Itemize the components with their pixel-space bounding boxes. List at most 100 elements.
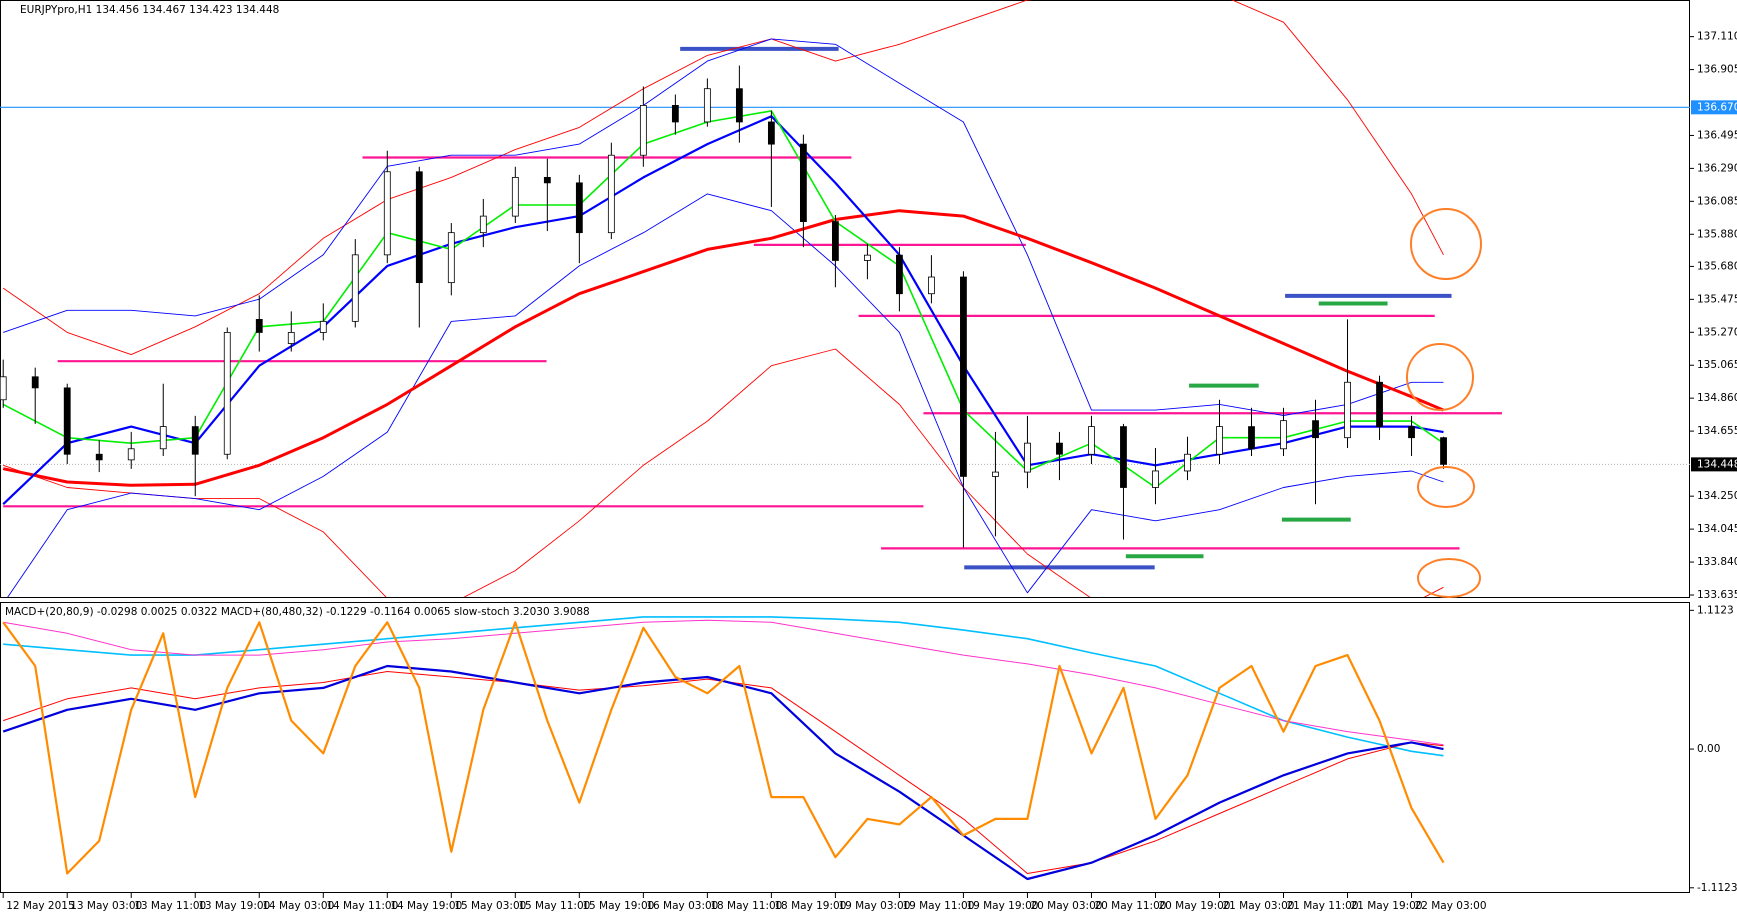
candle-body bbox=[767, 121, 775, 145]
y-tick-label: 135.065 bbox=[1697, 359, 1737, 371]
y-tick-label: 136.495 bbox=[1697, 129, 1737, 141]
x-tick-label: 14 May 11:00 bbox=[326, 900, 398, 912]
candle-body bbox=[0, 376, 7, 401]
x-tick-label: 19 May 03:00 bbox=[838, 900, 910, 912]
indicator-title: MACD+(20,80,9) -0.0298 0.0025 0.0322 MAC… bbox=[5, 606, 590, 618]
x-tick-label: 14 May 03:00 bbox=[262, 900, 334, 912]
y-tick-label: 136.085 bbox=[1697, 195, 1737, 207]
candle-body bbox=[1312, 420, 1319, 439]
x-tick-label: 19 May 11:00 bbox=[902, 900, 974, 912]
x-tick-label: 21 May 03:00 bbox=[1222, 900, 1294, 912]
candle-body bbox=[575, 182, 583, 234]
y-tick-label: 135.475 bbox=[1697, 293, 1737, 305]
annotation-circle bbox=[1410, 208, 1482, 280]
candle-body bbox=[703, 88, 711, 123]
x-tick-label: 18 May 11:00 bbox=[710, 900, 782, 912]
candle-body bbox=[671, 105, 679, 123]
axes: 137.110 136.905 136.495 136.290 136.085 135.8… bbox=[2, 31, 1737, 912]
candle-body bbox=[1248, 426, 1255, 450]
x-tick-label: 15 May 03:00 bbox=[454, 900, 526, 912]
main-plot bbox=[0, 0, 1690, 597]
y-tick-label: 135.680 bbox=[1697, 260, 1737, 272]
x-tick-label: 12 May 2015 bbox=[6, 900, 74, 912]
candle-body bbox=[960, 276, 967, 477]
candle-body bbox=[1120, 426, 1127, 488]
annotation-circle bbox=[1417, 558, 1481, 598]
candle-body bbox=[191, 426, 199, 455]
indicator-line bbox=[3, 348, 1444, 597]
y-tick-label: 134.045 bbox=[1697, 523, 1737, 535]
y-tick-label: 134.655 bbox=[1697, 425, 1737, 437]
candle-body bbox=[1088, 426, 1095, 455]
indicator-line bbox=[2, 209, 1445, 487]
indicator-line bbox=[2, 664, 1444, 881]
x-tick-label: 21 May 19:00 bbox=[1351, 900, 1423, 912]
candle-body bbox=[31, 376, 39, 389]
annotation-circle bbox=[1406, 343, 1474, 411]
candle-body bbox=[95, 453, 103, 461]
x-tick-label: 20 May 19:00 bbox=[1158, 900, 1230, 912]
candle-body bbox=[1440, 437, 1447, 465]
y-tick-label: 133.635 bbox=[1697, 589, 1737, 601]
candle-body bbox=[223, 332, 231, 455]
candle-body bbox=[255, 319, 263, 333]
annotations bbox=[1406, 208, 1482, 598]
candle-body bbox=[799, 143, 807, 222]
y-tick-label: 0.00 bbox=[1697, 743, 1720, 755]
x-tick-label: 18 May 19:00 bbox=[774, 900, 846, 912]
candle-body bbox=[1376, 381, 1383, 428]
indicator-line bbox=[3, 671, 1444, 874]
x-tick-label: 13 May 19:00 bbox=[198, 900, 270, 912]
indicator-line bbox=[3, 38, 1444, 416]
candle-body bbox=[63, 387, 71, 455]
candle-body bbox=[479, 215, 487, 234]
y-tick-label: 135.270 bbox=[1697, 326, 1737, 338]
y-tick-label: -1.1123 bbox=[1697, 882, 1737, 894]
x-tick-label: 16 May 03:00 bbox=[646, 900, 718, 912]
y-tick-label: 134.860 bbox=[1697, 392, 1737, 404]
candle-body bbox=[831, 221, 839, 261]
price-label: 134.448 bbox=[1697, 458, 1737, 470]
y-tick-label: 137.110 bbox=[1697, 31, 1737, 43]
main-panel-frame bbox=[0, 0, 1690, 598]
x-tick-label: 21 May 11:00 bbox=[1287, 900, 1359, 912]
candle-body bbox=[1024, 442, 1031, 473]
price-label-box bbox=[1691, 457, 1737, 472]
candle-body bbox=[607, 154, 615, 234]
x-tick-label: 20 May 11:00 bbox=[1094, 900, 1166, 912]
candle-body bbox=[1152, 470, 1159, 488]
indicator-line bbox=[7, 193, 1444, 597]
indicator-line bbox=[2, 0, 1444, 356]
y-tick-label: 136.905 bbox=[1697, 64, 1737, 76]
x-tick-label: 14 May 19:00 bbox=[390, 900, 462, 912]
candle-body bbox=[287, 332, 295, 344]
candle-body bbox=[1216, 426, 1223, 455]
y-tick-label: 133.840 bbox=[1697, 556, 1737, 568]
candle-body bbox=[1184, 453, 1191, 472]
candle-body bbox=[415, 171, 423, 284]
price-label: 136.670 bbox=[1697, 101, 1737, 113]
candle-body bbox=[383, 171, 391, 256]
candle-body bbox=[319, 320, 327, 333]
x-tick-label: 19 May 19:00 bbox=[966, 900, 1038, 912]
x-tick-label: 15 May 11:00 bbox=[518, 900, 590, 912]
y-tick-label: 134.250 bbox=[1697, 490, 1737, 502]
candle-body bbox=[1344, 381, 1351, 439]
candle-body bbox=[447, 232, 455, 284]
candle-body bbox=[928, 276, 935, 295]
x-tick-label: 13 May 03:00 bbox=[70, 900, 142, 912]
candle-body bbox=[159, 426, 167, 450]
candle-body bbox=[511, 176, 519, 217]
candle-body bbox=[1408, 426, 1415, 439]
y-tick-label: 135.880 bbox=[1697, 228, 1737, 240]
annotation-circle bbox=[1417, 466, 1475, 508]
y-tick-label: 1.1123 bbox=[1697, 604, 1734, 616]
price-label-box bbox=[1691, 100, 1737, 115]
chart-title: EURJPYpro,H1 134.456 134.467 134.423 134… bbox=[20, 4, 279, 16]
x-tick-label: 22 May 03:00 bbox=[1415, 900, 1487, 912]
macd-plot bbox=[2, 616, 1445, 881]
candle-body bbox=[351, 254, 359, 322]
